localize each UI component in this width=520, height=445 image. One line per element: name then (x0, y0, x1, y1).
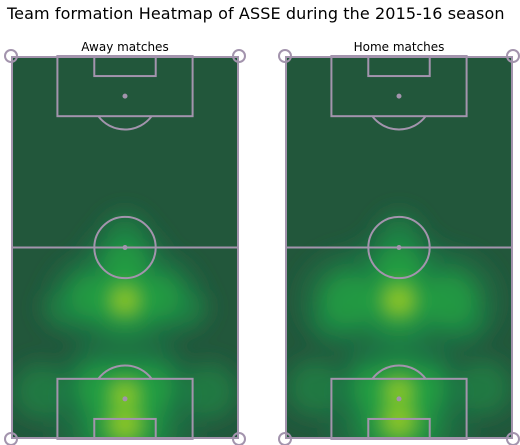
pitch-lines (278, 49, 520, 445)
corner-arc (278, 432, 292, 445)
heat-layer (11, 208, 239, 439)
hotspot (425, 276, 474, 325)
hotspot (291, 364, 339, 412)
hotspot (378, 246, 420, 289)
penalty-spot (122, 396, 128, 402)
goal-area (367, 417, 431, 441)
hotspot (380, 216, 418, 253)
penalty-spot (122, 93, 128, 99)
center-spot (122, 245, 128, 250)
penalty-arc (371, 364, 427, 380)
heatmap-home (278, 49, 520, 445)
penalty-arc (97, 364, 153, 380)
corner-arc (278, 49, 292, 63)
heatmap-away (4, 49, 246, 445)
goal-area (93, 417, 157, 441)
corner-arc (506, 432, 520, 445)
corner-arc (4, 432, 18, 445)
hotspot (77, 367, 119, 409)
corner-arc (4, 49, 18, 63)
hotspot (106, 216, 144, 253)
hotspot (185, 368, 233, 415)
hotspot (70, 276, 113, 318)
hotspot (459, 364, 507, 412)
penalty-arc (97, 115, 153, 131)
panel-title-home: Home matches (353, 40, 445, 54)
hotspot (137, 276, 180, 318)
corner-arc (232, 432, 246, 445)
heat-layer (285, 208, 513, 439)
corner-arc (232, 49, 246, 63)
corner-arc (506, 49, 520, 63)
chart-title: Team formation Heatmap of ASSE during th… (7, 4, 505, 23)
center-circle (93, 215, 157, 280)
goal-area (93, 55, 157, 78)
goal-area (367, 55, 431, 78)
hotspot (390, 383, 408, 400)
hotspot (104, 243, 146, 285)
center-circle (367, 215, 431, 280)
hotspot (115, 414, 135, 435)
hotspot (17, 368, 65, 415)
hotspot (131, 367, 173, 409)
penalty-arc (371, 115, 427, 131)
hotspot (116, 387, 134, 404)
penalty-spot (396, 396, 402, 402)
hotspot (389, 291, 409, 310)
penalty-spot (396, 93, 402, 99)
center-spot (396, 245, 402, 250)
panel-title-away: Away matches (81, 40, 169, 54)
hotspot (324, 276, 373, 325)
hotspot (389, 411, 409, 431)
hotspot (116, 292, 134, 309)
pitch-lines (4, 49, 246, 445)
